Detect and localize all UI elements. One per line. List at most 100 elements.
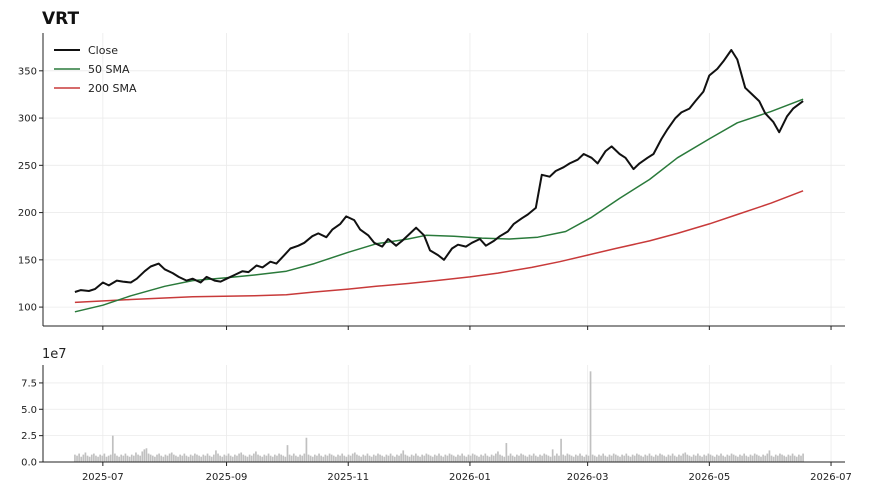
volume-bar [577,455,579,462]
price-axes: 100 150 200 250 300 350 [18,33,845,330]
volume-bar [377,453,379,462]
volume-bar [427,454,430,462]
volume-bar [503,456,506,462]
volume-bar [509,453,512,462]
volume-bar [261,456,264,462]
volume-bar [433,454,436,462]
volume-bar [614,454,617,462]
volume-bar [398,455,400,462]
volume-bar [404,454,407,462]
volume-bar [196,454,198,462]
volume-bar [579,453,581,462]
volume-bar [518,455,520,462]
volume-bar [772,456,775,462]
volume-bar [343,455,346,462]
volume-grid [43,365,845,463]
volume-bar [798,454,800,462]
volume-bar [387,455,390,462]
volume-bar [204,455,207,462]
volume-bar [492,455,495,462]
volume-bar [494,453,497,462]
volume-bar [661,454,663,462]
volume-bar [164,454,167,462]
legend-label-200sma: 200 SMA [88,82,137,95]
volume-bar [145,448,148,462]
volume-bar [732,454,735,462]
volume-bar [139,455,141,462]
volume-bar [690,456,693,462]
volume-bar [141,451,144,462]
volume-bar [657,455,659,462]
volume-bar [585,454,588,462]
volume-bar [124,453,127,462]
volume-bar [375,455,377,462]
volume-bar [311,456,314,462]
volume-bar [473,454,476,462]
volume-bar [170,452,173,462]
volume-bar [368,455,371,462]
price-y-tick-label: 100 [18,303,37,314]
volume-bar [457,454,459,462]
volume-bar [739,454,741,462]
volume-bar [574,454,577,462]
volume-bar [309,455,312,462]
volume-bar [442,456,445,462]
volume-bar [341,453,344,462]
volume-bar [208,455,211,462]
volume-bar [322,456,325,462]
volume-bar [202,454,205,462]
volume-bar [461,453,463,462]
volume-bar [269,455,272,462]
series-line-200sma [74,190,804,304]
volume-bar [154,456,156,462]
volume-bar [105,456,108,462]
volume-bar [250,455,253,462]
volume-bar [339,455,341,462]
volume-bar [646,455,649,462]
volume-bar [469,455,472,462]
volume-bar [280,454,283,462]
volume-bar [652,456,655,462]
volume-bar [103,453,106,462]
volume-bar [130,454,133,462]
volume-bar [568,454,571,462]
volume-bar [162,456,165,462]
volume-bar [671,453,674,462]
volume-bar [421,454,424,462]
volume-bar [93,453,95,462]
volume-bar [307,454,310,462]
volume-bar [198,455,200,462]
volume-bar [545,454,548,462]
volume-bar [107,455,110,462]
volume-bar [591,454,594,462]
volume-bar [210,456,213,462]
volume-bar [160,455,163,462]
volume-bar [187,456,190,462]
volume-bar [156,454,158,462]
volume-bar [183,453,186,462]
volume-bar [499,454,501,462]
volume-bar [400,453,402,462]
volume-bar [755,454,758,462]
volume-bar [684,452,687,462]
volume-bar [800,455,802,462]
volume-bar [549,456,552,462]
volume-bar [450,454,453,462]
volume-bar [292,453,295,462]
volume-bar [259,455,261,462]
volume-bar [389,453,392,462]
volume-bar [278,453,280,462]
volume-bar [330,454,333,462]
volume-bar [326,455,329,462]
volume-bar [189,454,192,462]
volume-bar [236,455,238,462]
volume-bar [547,455,550,462]
volume-bar [471,453,474,462]
volume-bar [383,456,386,462]
volume-bar [631,454,634,462]
volume-bar [507,455,510,462]
volume-bar [598,454,600,462]
volume-bar [564,455,567,462]
volume-bar [101,455,104,462]
volume-bar [722,455,724,462]
